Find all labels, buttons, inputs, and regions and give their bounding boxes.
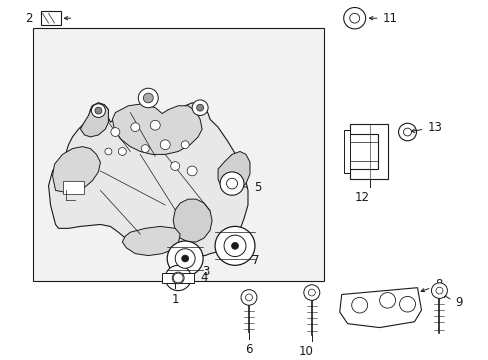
Circle shape	[196, 104, 203, 111]
Circle shape	[351, 297, 367, 313]
Polygon shape	[52, 147, 100, 192]
Bar	[62, 181, 84, 194]
Circle shape	[143, 93, 153, 103]
Text: 3: 3	[202, 265, 209, 278]
Polygon shape	[173, 199, 212, 242]
Circle shape	[175, 249, 195, 268]
Circle shape	[403, 128, 411, 136]
Polygon shape	[81, 103, 108, 137]
Text: 5: 5	[253, 181, 261, 194]
Circle shape	[141, 145, 149, 153]
Circle shape	[182, 255, 188, 262]
Polygon shape	[122, 226, 180, 256]
Circle shape	[215, 226, 254, 265]
Text: 13: 13	[427, 121, 442, 134]
Bar	[33, 28, 323, 281]
Circle shape	[226, 178, 237, 189]
Polygon shape	[349, 124, 387, 179]
Circle shape	[160, 140, 170, 149]
Bar	[41, 12, 61, 25]
Circle shape	[138, 88, 158, 108]
Circle shape	[241, 290, 256, 305]
Text: 6: 6	[245, 343, 252, 356]
Circle shape	[167, 241, 203, 276]
Circle shape	[399, 296, 415, 312]
Circle shape	[165, 265, 191, 291]
Circle shape	[105, 148, 112, 155]
Circle shape	[220, 172, 244, 195]
Circle shape	[224, 235, 245, 257]
Circle shape	[430, 283, 447, 298]
Text: 2: 2	[25, 12, 33, 25]
Circle shape	[192, 100, 208, 116]
Text: 11: 11	[382, 12, 397, 25]
Circle shape	[91, 104, 105, 117]
Circle shape	[379, 293, 395, 308]
Text: 4: 4	[200, 271, 207, 284]
Circle shape	[231, 242, 238, 249]
Circle shape	[111, 128, 120, 136]
Bar	[162, 273, 194, 283]
Polygon shape	[218, 152, 249, 192]
Circle shape	[245, 294, 252, 301]
Circle shape	[303, 285, 319, 300]
Circle shape	[170, 162, 179, 170]
Text: 9: 9	[454, 296, 462, 309]
Text: 7: 7	[251, 254, 259, 267]
Circle shape	[435, 287, 442, 294]
Circle shape	[118, 148, 126, 156]
Circle shape	[131, 123, 140, 131]
Circle shape	[173, 273, 183, 283]
Polygon shape	[112, 104, 202, 154]
Circle shape	[349, 13, 359, 23]
Polygon shape	[48, 103, 247, 256]
Polygon shape	[339, 288, 421, 328]
Text: 1: 1	[171, 293, 179, 306]
Circle shape	[172, 272, 184, 284]
Circle shape	[187, 166, 197, 176]
Polygon shape	[343, 130, 349, 173]
Circle shape	[95, 107, 102, 114]
Circle shape	[398, 123, 416, 141]
Circle shape	[343, 8, 365, 29]
Circle shape	[181, 141, 189, 149]
Circle shape	[150, 120, 160, 130]
Text: 12: 12	[354, 192, 369, 204]
Text: 10: 10	[298, 345, 313, 358]
Text: 8: 8	[435, 278, 442, 291]
Circle shape	[308, 289, 315, 296]
